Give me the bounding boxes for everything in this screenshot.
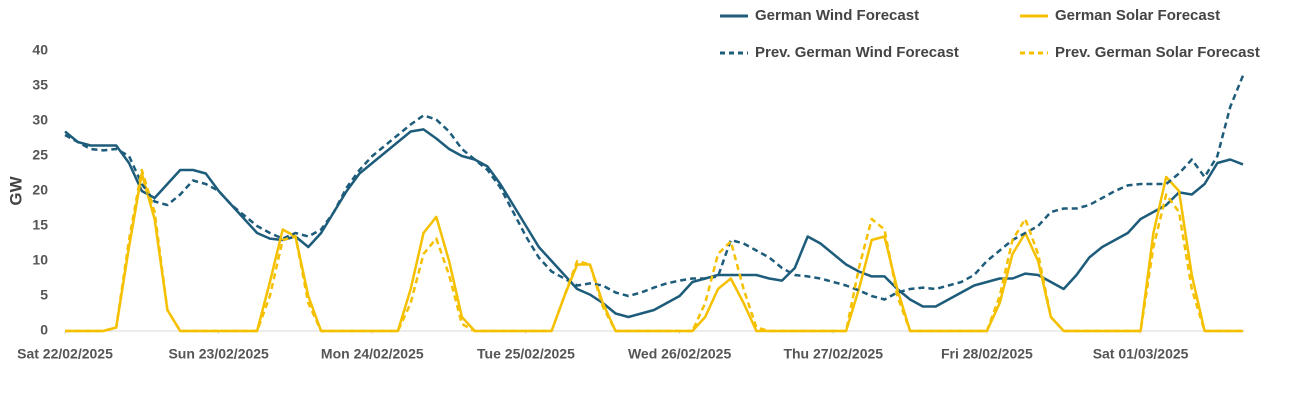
x-tick-label: Sat 22/02/2025 bbox=[17, 346, 113, 362]
series-line bbox=[65, 168, 1243, 333]
legend-label: Prev. German Wind Forecast bbox=[755, 44, 959, 61]
x-tick-label: Tue 25/02/2025 bbox=[477, 346, 575, 362]
legend-label: German Wind Forecast bbox=[755, 7, 919, 24]
y-tick-label: 25 bbox=[32, 147, 48, 163]
x-tick-label: Mon 24/02/2025 bbox=[321, 346, 424, 362]
y-tick-label: 0 bbox=[40, 322, 48, 338]
series-line bbox=[64, 75, 1245, 301]
series-line bbox=[64, 128, 1244, 319]
legend-label: Prev. German Solar Forecast bbox=[1055, 44, 1260, 61]
x-tick-label: Thu 27/02/2025 bbox=[783, 346, 883, 362]
y-tick-label: 35 bbox=[32, 77, 48, 93]
y-axis-label: GW bbox=[6, 175, 25, 205]
y-tick-label: 30 bbox=[32, 112, 48, 128]
x-tick-label: Sun 23/02/2025 bbox=[168, 346, 269, 362]
y-tick-label: 20 bbox=[32, 182, 48, 198]
x-tick-label: Sat 01/03/2025 bbox=[1093, 346, 1189, 362]
legend-label: German Solar Forecast bbox=[1055, 7, 1220, 24]
y-tick-label: 10 bbox=[32, 252, 48, 268]
x-tick-label: Fri 28/02/2025 bbox=[941, 346, 1033, 362]
y-tick-label: 15 bbox=[32, 217, 48, 233]
x-tick-label: Wed 26/02/2025 bbox=[628, 346, 731, 362]
y-tick-label: 5 bbox=[40, 287, 48, 303]
series-line bbox=[65, 172, 1243, 333]
y-tick-label: 40 bbox=[32, 42, 48, 58]
